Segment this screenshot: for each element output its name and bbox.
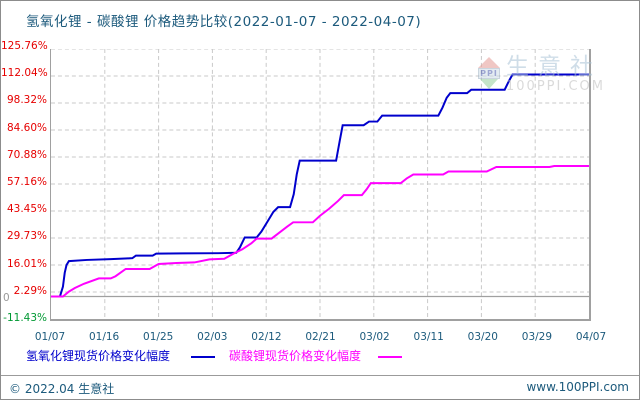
y-tick-label: -11.43% <box>3 312 47 324</box>
y-tick-label: 16.01% <box>6 257 47 270</box>
x-tick-label: 02/21 <box>305 331 336 343</box>
x-tick-label: 01/07 <box>34 331 66 343</box>
watermark-brand: 生意社 <box>506 54 602 80</box>
ppi-logo-icon: PPI <box>477 57 501 89</box>
legend-line-carbonate-icon <box>378 356 402 358</box>
y-tick-label: 43.45% <box>6 203 47 216</box>
logo-roof-shape <box>478 57 500 68</box>
x-tick-label: 02/03 <box>197 331 228 343</box>
watermark-site: 100PPI.COM <box>506 79 605 94</box>
x-tick-label: 03/11 <box>413 331 444 343</box>
watermark: PPI 生意社 100PPI.COM <box>477 55 605 94</box>
logo-ppi-text: PPI <box>478 68 500 79</box>
legend-line-hydroxide-icon <box>191 356 215 358</box>
y-tick-label: 125.76% <box>1 40 48 52</box>
y-tick-label: 98.32% <box>6 94 47 107</box>
x-tick-label: 02/12 <box>251 331 282 343</box>
y-tick-label: 57.16% <box>6 176 47 188</box>
x-tick-label: 03/20 <box>467 331 498 343</box>
x-tick-label: 03/29 <box>521 331 553 343</box>
logo-base-shape <box>480 79 498 89</box>
plot-canvas <box>51 49 589 319</box>
legend-label-hydroxide: 氢氧化锂现货价格变化幅度 <box>26 349 171 363</box>
plot-area: PPI 生意社 100PPI.COM <box>50 49 603 321</box>
x-tick-label: 03/02 <box>359 331 390 343</box>
x-tick-label: 04/07 <box>575 331 607 343</box>
zero-axis-label: 0 <box>3 292 10 305</box>
chart-legend: 氢氧化锂现货价格变化幅度 碳酸锂现货价格变化幅度 <box>1 348 639 366</box>
y-tick-label: 84.60% <box>6 121 47 134</box>
y-tick-label: 112.04% <box>1 67 48 80</box>
x-tick-label: 01/16 <box>88 331 120 343</box>
chart-title: 氢氧化锂 - 碳酸锂 价格趋势比较(2022-01-07 - 2022-04-0… <box>26 14 422 30</box>
series-line-carbonate <box>51 165 589 298</box>
footer-divider <box>1 375 639 376</box>
y-tick-label: 70.88% <box>6 148 47 161</box>
footer-site-link[interactable]: www.100PPI.com <box>526 380 629 394</box>
series-line-hydroxide <box>51 73 589 298</box>
x-tick-label: 01/25 <box>143 331 174 343</box>
footer-copyright: © 2022.04 生意社 <box>9 382 115 396</box>
y-tick-label: 29.73% <box>6 230 47 243</box>
legend-label-carbonate: 碳酸锂现货价格变化幅度 <box>229 349 362 363</box>
y-tick-label: 2.29% <box>13 284 47 297</box>
